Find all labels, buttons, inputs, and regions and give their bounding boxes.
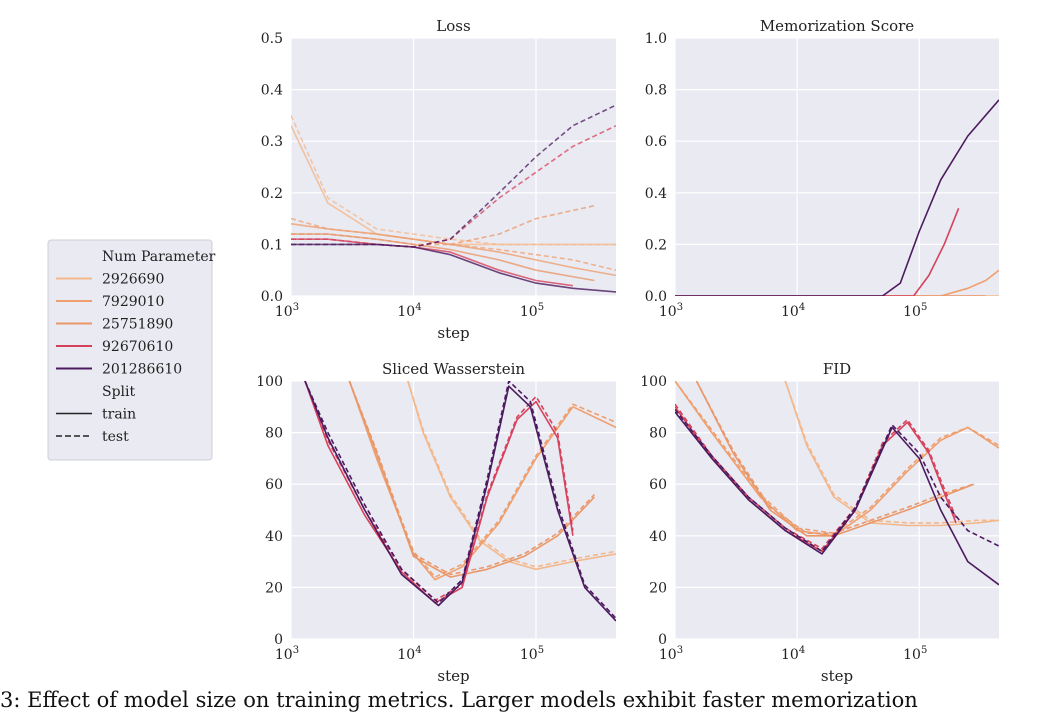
legend-entry-label: 92670610	[102, 339, 173, 355]
series-line-201286610-train	[291, 243, 616, 293]
y-tick-label: 20	[265, 580, 283, 596]
x-tick-label: 104	[781, 302, 805, 320]
y-tick-label: 80	[649, 426, 667, 442]
y-tick-label: 0.0	[645, 289, 667, 305]
plot-area	[291, 38, 616, 296]
x-tick-label: 103	[659, 645, 683, 663]
x-tick-label: 105	[520, 302, 544, 320]
legend-entry-label: 201286610	[102, 362, 182, 378]
series-line-7929010-train	[348, 381, 616, 581]
series-line-2926690-train	[784, 381, 999, 527]
legend-entry-label: 7929010	[102, 294, 164, 310]
x-axis-label: step	[437, 324, 469, 342]
y-tick-label: 100	[640, 374, 667, 390]
legend-hue-title: Num Parameter	[102, 249, 216, 265]
x-tick-label: 103	[275, 302, 299, 320]
series-line-25751890-train	[348, 381, 595, 578]
series-group	[675, 381, 999, 586]
y-tick-label: 0	[658, 632, 667, 648]
series-line-25751890-train	[291, 233, 595, 282]
series-line-2926690-test	[407, 381, 616, 568]
y-tick-label: 0.4	[645, 186, 667, 202]
series-group	[675, 99, 999, 296]
series-line-92670610-train	[304, 381, 574, 604]
y-tick-label: 0.1	[261, 237, 283, 253]
series-line-92670610-train	[291, 238, 574, 287]
legend-entry-label: 2926690	[102, 272, 164, 288]
series-line-201286610-test	[291, 104, 616, 248]
y-tick-label: 60	[649, 477, 667, 493]
chart-panel-1: 0.0 0.2 0.4 0.6 0.8 1.0 103 104 105 Memorization …	[645, 17, 999, 320]
panel-title: Sliced Wasserstein	[382, 360, 525, 378]
series-line-201286610-test	[304, 381, 616, 619]
series-group	[304, 381, 616, 622]
x-tick-label: 103	[275, 645, 299, 663]
y-tick-label: 0.0	[261, 289, 283, 305]
panel-title: Loss	[436, 17, 470, 35]
y-tick-label: 40	[265, 529, 283, 545]
x-tick-label: 105	[903, 302, 927, 320]
y-tick-label: 100	[256, 374, 283, 390]
figure-caption: 3: Effect of model size on training metr…	[0, 688, 918, 712]
y-tick-label: 20	[649, 580, 667, 596]
x-axis-label: step	[821, 667, 853, 685]
y-tick-label: 60	[265, 477, 283, 493]
plot-area	[675, 381, 999, 639]
plot-area	[291, 381, 616, 639]
chart-panel-0: 0.0 0.1 0.2 0.3 0.4 0.5 103 104 105 Loss step	[261, 17, 616, 342]
series-line-201286610-train	[304, 381, 616, 622]
series-line-7929010-train	[675, 269, 999, 296]
series-line-201286610-test	[675, 408, 999, 553]
series-line-201286610-train	[675, 411, 999, 586]
x-tick-label: 104	[397, 645, 421, 663]
y-tick-label: 0.2	[645, 237, 667, 253]
legend-box	[47, 239, 213, 461]
series-line-2926690-train	[407, 381, 616, 571]
x-tick-label: 104	[397, 302, 421, 320]
series-line-92670610-train	[675, 208, 960, 296]
x-tick-label: 105	[903, 645, 927, 663]
y-tick-label: 80	[265, 426, 283, 442]
chart-panel-3: 0 20 40 60 80 100 103 104 105 FID step	[640, 360, 999, 685]
series-line-7929010-test	[675, 381, 999, 535]
plot-area	[675, 38, 999, 296]
y-tick-label: 0.8	[645, 83, 667, 99]
y-tick-label: 0	[274, 632, 283, 648]
y-tick-label: 0.5	[261, 31, 283, 47]
y-tick-label: 0.3	[261, 134, 283, 150]
series-line-7929010-train	[675, 381, 999, 537]
series-line-25751890-test	[291, 204, 595, 246]
panel-title: Memorization Score	[760, 17, 914, 35]
y-tick-label: 0.4	[261, 83, 283, 99]
series-group	[291, 104, 616, 293]
x-tick-label: 105	[520, 645, 544, 663]
legend: Num Parameter 2926690 7929010 25751890 92670…	[47, 239, 216, 461]
y-tick-label: 0.2	[261, 186, 283, 202]
y-tick-label: 1.0	[645, 31, 667, 47]
chart-panel-2: 0 20 40 60 80 100 103 104 105 Sliced Wasserstein s…	[256, 360, 616, 685]
series-line-2926690-test	[784, 381, 999, 524]
x-tick-label: 104	[781, 645, 805, 663]
y-tick-label: 0.6	[645, 134, 667, 150]
legend-entry-label: 25751890	[102, 317, 173, 333]
legend-style-label: test	[102, 429, 129, 445]
x-axis-label: step	[437, 667, 469, 685]
series-line-25751890-test	[348, 381, 595, 576]
panel-title: FID	[823, 360, 851, 378]
y-tick-label: 40	[649, 529, 667, 545]
legend-style-label: train	[102, 407, 136, 423]
x-tick-label: 103	[659, 302, 683, 320]
series-line-201286610-train	[675, 99, 999, 296]
legend-style-title: Split	[102, 384, 136, 400]
